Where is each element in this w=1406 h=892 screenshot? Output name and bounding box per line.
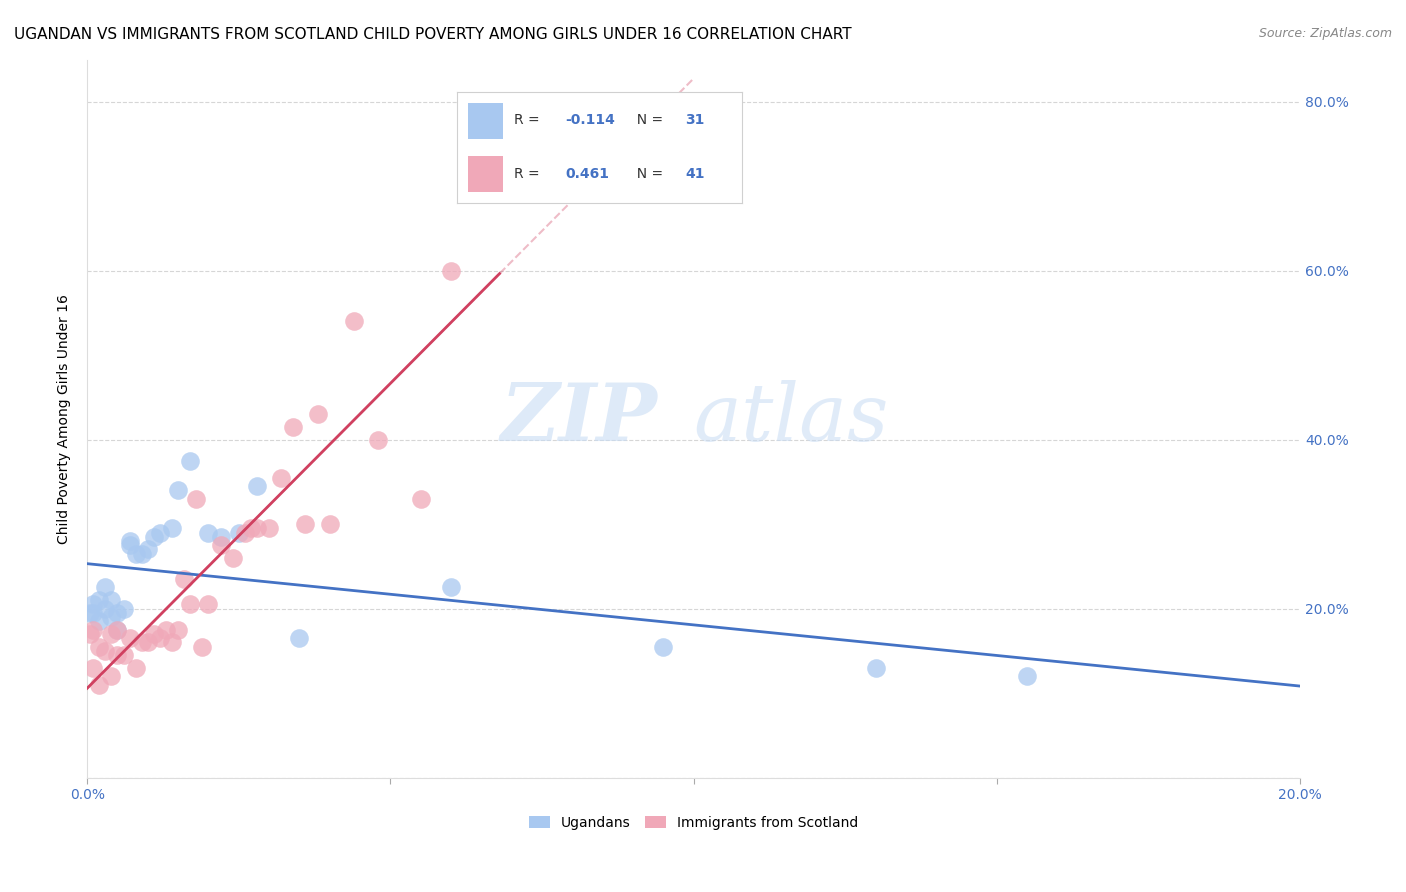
Point [470,162,492,177]
Point [118,538,141,552]
Point [82,606,104,620]
Point [124,661,146,675]
Point [440,581,463,595]
Point [124,547,146,561]
Point [100,669,122,683]
Point [288,631,311,645]
Point [440,264,463,278]
Point [79,606,101,620]
Legend: Ugandans, Immigrants from Scotland: Ugandans, Immigrants from Scotland [523,810,863,835]
Point [233,525,256,540]
Point [173,572,195,586]
Y-axis label: Child Poverty Among Girls Under 16: Child Poverty Among Girls Under 16 [58,293,72,543]
Text: atlas: atlas [693,380,889,458]
Point [283,420,305,434]
Point [167,483,190,498]
Point [89,678,111,692]
Point [1017,669,1039,683]
Point [82,623,104,637]
Point [228,525,250,540]
Point [343,314,366,328]
Point [160,521,183,535]
Point [179,598,201,612]
Point [118,631,141,645]
Point [294,517,316,532]
Point [246,479,269,493]
Point [319,517,342,532]
Point [160,635,183,649]
Point [209,538,232,552]
Point [82,598,104,612]
Point [209,530,232,544]
Point [257,521,280,535]
Point [79,627,101,641]
Text: UGANDAN VS IMMIGRANTS FROM SCOTLAND CHILD POVERTY AMONG GIRLS UNDER 16 CORRELATI: UGANDAN VS IMMIGRANTS FROM SCOTLAND CHIL… [14,27,852,42]
Point [142,627,165,641]
Point [367,433,389,447]
Point [142,530,165,544]
Point [149,525,172,540]
Point [131,547,153,561]
Point [652,640,675,654]
Point [270,471,292,485]
Point [100,593,122,607]
Point [82,661,104,675]
Point [112,648,135,662]
Point [89,614,111,628]
Point [136,635,159,649]
Point [94,581,117,595]
Point [107,648,129,662]
Point [239,521,262,535]
Point [246,521,269,535]
Point [186,491,208,506]
Point [865,661,887,675]
Point [89,640,111,654]
Point [307,408,329,422]
Point [409,491,432,506]
Text: Source: ZipAtlas.com: Source: ZipAtlas.com [1258,27,1392,40]
Point [107,606,129,620]
Point [136,542,159,557]
Point [149,631,172,645]
Point [155,623,177,637]
Text: ZIP: ZIP [501,380,657,458]
Point [197,525,219,540]
Point [191,640,214,654]
Point [100,627,122,641]
Point [89,593,111,607]
Point [179,454,201,468]
Point [197,598,219,612]
Point [100,610,122,624]
Point [94,644,117,658]
Point [131,635,153,649]
Point [222,550,245,565]
Point [118,534,141,549]
Point [167,623,190,637]
Point [112,601,135,615]
Point [94,601,117,615]
Point [107,623,129,637]
Point [107,623,129,637]
